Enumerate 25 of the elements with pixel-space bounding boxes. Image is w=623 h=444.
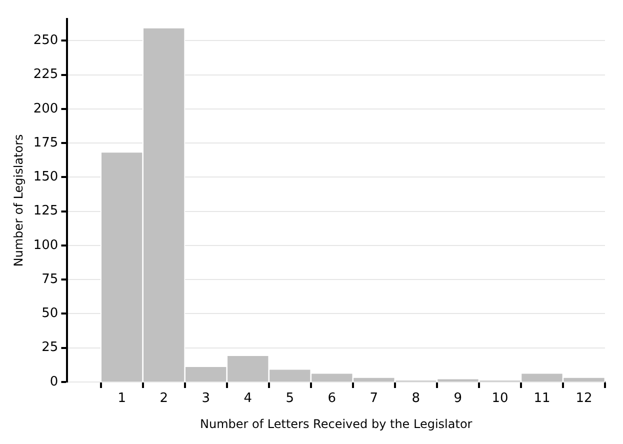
y-tick-label: 150 — [33, 170, 58, 185]
y-tick-label: 25 — [42, 340, 58, 356]
x-axis-title: Number of Letters Received by the Legislator — [200, 416, 472, 431]
y-axis-title: Number of Legislators — [11, 134, 26, 267]
y-tick-label: 125 — [33, 204, 58, 219]
y-tick-label: 225 — [33, 67, 58, 82]
x-tick-label: 2 — [160, 391, 168, 406]
y-tick-label: 250 — [33, 33, 58, 48]
y-tick-label: 100 — [33, 238, 58, 253]
x-tick-label: 8 — [412, 391, 420, 406]
x-tick-label: 6 — [328, 391, 336, 406]
x-tick-label: 3 — [202, 391, 210, 406]
x-tick-label: 1 — [118, 391, 126, 406]
x-tick-label: 7 — [370, 391, 378, 406]
x-tick-label: 12 — [576, 391, 592, 406]
y-tick-label: 50 — [42, 306, 58, 322]
x-tick-label: 4 — [244, 391, 252, 406]
y-tick-label: 200 — [33, 101, 58, 116]
y-tick-label: 175 — [33, 135, 58, 150]
y-tick-label: 0 — [50, 374, 58, 390]
x-tick-label: 10 — [492, 391, 508, 406]
y-tick-label: 75 — [42, 272, 58, 287]
x-tick-label: 9 — [454, 391, 462, 406]
x-tick-label: 5 — [286, 391, 294, 406]
x-tick-label: 11 — [534, 391, 550, 406]
